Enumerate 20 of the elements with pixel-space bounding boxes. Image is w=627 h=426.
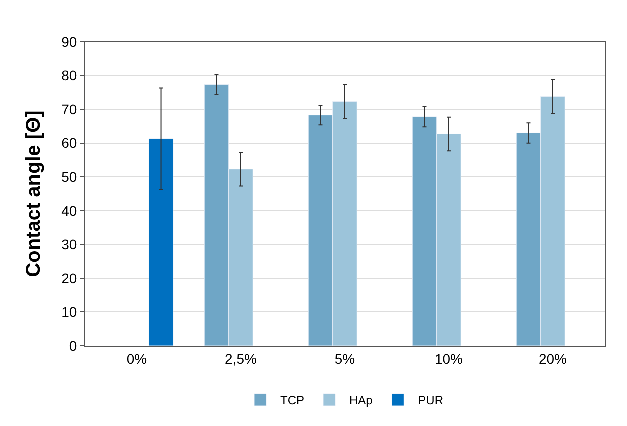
y-tick-label: 70 — [62, 101, 78, 118]
x-tick-label: 5% — [334, 350, 356, 367]
y-tick-label: 50 — [62, 169, 78, 186]
y-tick-label: 60 — [62, 135, 78, 152]
y-tick-label: 80 — [62, 68, 78, 84]
y-tick-label: 10 — [62, 304, 78, 320]
x-tick-label: 10% — [434, 350, 464, 367]
y-tick-label: 30 — [62, 236, 78, 253]
y-tick-label: 20 — [62, 270, 78, 286]
legend-label: PUR — [418, 394, 444, 408]
y-axis-title: Contact angle [Θ] — [23, 110, 46, 278]
x-tick-label: 2,5% — [225, 350, 257, 367]
legend-label: HAp — [350, 394, 374, 408]
y-tick-label: 40 — [62, 202, 78, 219]
y-tick-label: 0 — [69, 338, 78, 354]
x-tick-label: 0% — [126, 350, 148, 367]
bar — [148, 138, 174, 346]
legend-label: TCP — [280, 394, 304, 408]
y-tick-label: 90 — [62, 34, 78, 50]
x-tick-label: 20% — [538, 350, 568, 367]
